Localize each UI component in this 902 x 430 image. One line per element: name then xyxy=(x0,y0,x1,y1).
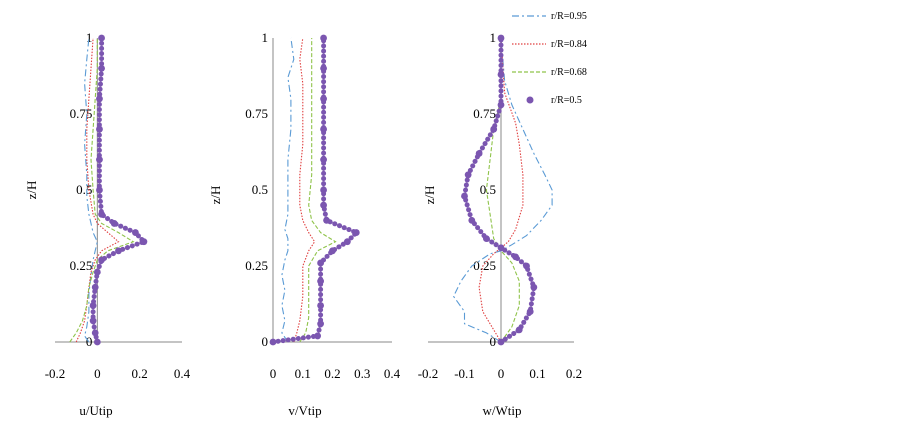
y-tick-label: 0.75 xyxy=(245,106,268,121)
legend-label-0.95: r/R=0.95 xyxy=(551,11,587,22)
panel-u: z/H u/Utip 00.250.50.751-0.2 0 0.2 0.4 xyxy=(24,30,191,418)
x-tick-label: 0.1 xyxy=(529,366,545,381)
legend-label-0.68: r/R=0.68 xyxy=(551,67,587,78)
x-tick-label: 0.2 xyxy=(566,366,582,381)
ylabel-v: z/H xyxy=(208,186,223,205)
x-tick-label: -0.2 xyxy=(45,366,66,381)
series-line-r05 xyxy=(270,35,361,345)
x-tick-label: 0.4 xyxy=(384,366,401,381)
xlabel-u: u/Utip xyxy=(79,403,112,418)
x-tick-label: 0.2 xyxy=(324,366,340,381)
x-tick-label: 0.4 xyxy=(174,366,191,381)
series-line-r0.68 xyxy=(485,38,520,343)
legend-label-0.5: r/R=0.5 xyxy=(551,95,582,106)
y-tick-label: 0 xyxy=(262,334,269,349)
legend-label-0.84: r/R=0.84 xyxy=(551,39,587,50)
series-line-r0.68 xyxy=(69,38,135,343)
series-line-r05 xyxy=(461,35,537,345)
series-line-r0.95 xyxy=(452,37,553,343)
xlabel-w: w/Wtip xyxy=(483,403,522,418)
y-tick-label: 0.5 xyxy=(76,182,92,197)
panel-w: z/H w/Wtip 0 0.25 0.5 0.75 1 -0.2 -0.1 0 0.1 0.2 xyxy=(418,30,582,418)
series-line-r0.95 xyxy=(281,37,295,343)
x-tick-label: 0 xyxy=(270,366,277,381)
x-tick-label: 0 xyxy=(94,366,101,381)
y-tick-label: 1 xyxy=(262,30,269,45)
x-tick-label: -0.1 xyxy=(454,366,475,381)
y-tick-label: 1 xyxy=(86,30,93,45)
y-tick-label: 0.5 xyxy=(480,182,496,197)
xlabel-v: v/Vtip xyxy=(288,403,321,418)
series-line-r0.84 xyxy=(75,37,120,343)
y-tick-label: 0.75 xyxy=(473,106,496,121)
x-tick-label: 0 xyxy=(498,366,505,381)
x-tick-label: 0.1 xyxy=(295,366,311,381)
legend-marker-0.5 xyxy=(526,96,534,104)
series-line-r0.84 xyxy=(293,37,316,343)
series-line-r0.68 xyxy=(299,38,337,343)
series-line-r05 xyxy=(90,35,149,345)
y-tick-label: 0.25 xyxy=(473,258,496,273)
y-tick-label: 0.75 xyxy=(70,106,93,121)
series-line-r0.95 xyxy=(84,37,98,343)
ylabel-u: z/H xyxy=(24,181,39,200)
x-tick-label: 0.3 xyxy=(354,366,370,381)
ylabel-w: z/H xyxy=(422,186,437,205)
y-tick-label: 0.25 xyxy=(245,258,268,273)
y-tick-label: 0.5 xyxy=(252,182,268,197)
y-tick-label: 0.25 xyxy=(70,258,93,273)
x-tick-label: -0.2 xyxy=(418,366,439,381)
x-tick-label: 0.2 xyxy=(132,366,148,381)
panel-v: z/H v/Vtip 0 0.25 0.5 0.75 1 0 0.1 0.2 0.3 0.4 xyxy=(208,30,401,418)
series-line-r0.84 xyxy=(478,37,524,343)
legend: r/R=0.95 r/R=0.84 r/R=0.68 r/R=0.5 xyxy=(512,11,587,106)
y-tick-label: 1 xyxy=(490,30,497,45)
y-tick-label: 0 xyxy=(490,334,497,349)
